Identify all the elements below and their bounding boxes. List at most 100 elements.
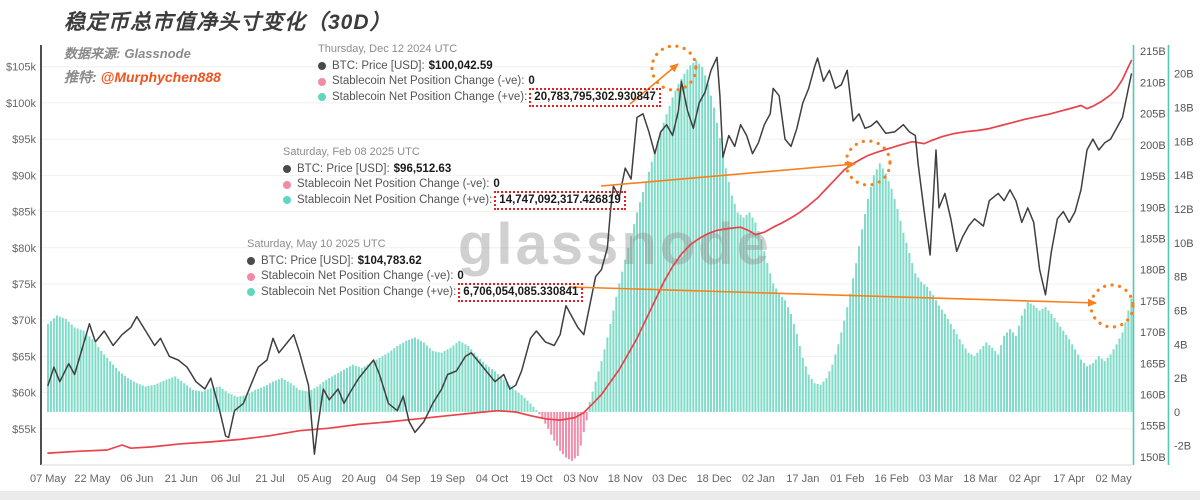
svg-text:170B: 170B (1140, 327, 1166, 339)
svg-text:02 May: 02 May (1096, 473, 1133, 485)
btc-dot-icon (247, 257, 255, 266)
left-axis-labels: $55k $60k $65k $70k $75k $80k $85k $90k $95k $100… (6, 62, 36, 436)
svg-text:$105k: $105k (6, 62, 36, 74)
tooltip-dec-12-2024: Thursday, Dec 12 2024 UTC BTC: Price [US… (318, 42, 661, 107)
svg-text:18 Dec: 18 Dec (697, 473, 732, 485)
axes (0, 45, 1200, 500)
highlighted-value: 20,783,795,302.930847 (529, 87, 661, 107)
btc-price-line (47, 56, 1133, 455)
annotation-circles (650, 44, 1135, 329)
svg-text:175B: 175B (1140, 296, 1166, 308)
svg-text:190B: 190B (1140, 202, 1166, 214)
net-position-bars (47, 60, 1133, 461)
svg-text:180B: 180B (1140, 265, 1166, 277)
svg-text:$95k: $95k (12, 134, 36, 146)
tooltip-row-btc: BTC: Price [USD]: $104,783.62 (247, 254, 583, 270)
svg-text:18 Nov: 18 Nov (608, 473, 643, 485)
positive-dot-icon (247, 288, 255, 297)
tooltip-date: Saturday, Feb 08 2025 UTC (283, 146, 420, 158)
svg-text:$70k: $70k (12, 315, 36, 327)
svg-text:$100k: $100k (6, 98, 36, 110)
svg-text:12B: 12B (1174, 204, 1194, 216)
tooltip-label: Stablecoin Net Position Change (-ve): (261, 270, 454, 282)
negative-dot-icon (283, 180, 291, 189)
btc-dot-icon (318, 62, 326, 71)
svg-text:2B: 2B (1174, 373, 1187, 385)
tooltip-value: $96,512.63 (393, 162, 452, 175)
svg-text:155B: 155B (1140, 421, 1166, 433)
svg-text:04 Oct: 04 Oct (476, 473, 508, 485)
tooltip-row-negative: Stablecoin Net Position Change (-ve): 0 (247, 269, 583, 285)
tooltip-value: 0 (493, 178, 500, 190)
stablecoin-marketcap-line (47, 59, 1133, 454)
tooltip-date: Saturday, May 10 2025 UTC (247, 238, 386, 250)
negative-dot-icon (318, 77, 326, 86)
tooltip-row-btc: BTC: Price [USD]: $96,512.63 (283, 162, 626, 178)
svg-text:21 Jun: 21 Jun (165, 473, 198, 485)
tooltip-row-positive: Stablecoin Net Position Change (+ve): 14… (283, 190, 626, 210)
tooltip-value: 0 (457, 270, 464, 282)
svg-text:16B: 16B (1174, 136, 1194, 148)
right-inner-axis-labels: 150B 155B 160B 165B 170B 175B 180B 185B 190B 195B… (1140, 46, 1166, 464)
svg-text:glassnode: glassnode (458, 212, 772, 277)
twitter-label: 推特: (64, 69, 97, 85)
svg-text:205B: 205B (1140, 109, 1166, 121)
svg-text:02 Apr: 02 Apr (1009, 473, 1041, 485)
svg-text:195B: 195B (1140, 171, 1166, 183)
tooltip-may-10-2025: Saturday, May 10 2025 UTC BTC: Price [US… (247, 237, 584, 302)
svg-text:03 Dec: 03 Dec (652, 473, 687, 485)
svg-text:06 Jul: 06 Jul (211, 473, 240, 485)
svg-text:04 Sep: 04 Sep (386, 473, 421, 485)
svg-text:150B: 150B (1140, 452, 1166, 464)
svg-text:$90k: $90k (12, 170, 36, 182)
svg-text:10B: 10B (1174, 238, 1194, 250)
svg-text:0: 0 (1174, 407, 1180, 419)
svg-text:19 Sep: 19 Sep (430, 473, 465, 485)
tooltip-date: Thursday, Dec 12 2024 UTC (318, 43, 458, 55)
tooltip-row-negative: Stablecoin Net Position Change (-ve): 0 (318, 74, 661, 90)
svg-text:16 Feb: 16 Feb (874, 473, 908, 485)
watermark: glassnode (458, 212, 772, 277)
svg-text:14B: 14B (1174, 170, 1194, 182)
svg-text:160B: 160B (1140, 389, 1166, 401)
svg-text:05 Aug: 05 Aug (297, 473, 331, 485)
positive-dot-icon (283, 196, 291, 205)
tooltip-label: Stablecoin Net Position Change (+ve): (297, 193, 493, 206)
tooltip-label: BTC: Price [USD]: (297, 162, 390, 175)
highlighted-value: 14,747,092,317.426819 (494, 190, 626, 210)
tooltip-label: BTC: Price [USD]: (261, 254, 354, 267)
page-title: 稳定币总市值净头寸变化（30D） (64, 11, 392, 34)
svg-text:$75k: $75k (12, 279, 36, 291)
svg-text:210B: 210B (1140, 77, 1166, 89)
tooltip-label: Stablecoin Net Position Change (-ve): (332, 75, 525, 87)
tooltip-value: $100,042.59 (428, 59, 493, 72)
tooltip-row-positive: Stablecoin Net Position Change (+ve): 20… (318, 87, 661, 107)
negative-dot-icon (247, 272, 255, 281)
svg-text:$85k: $85k (12, 207, 36, 219)
svg-text:07 May: 07 May (30, 473, 67, 485)
right-outer-axis-labels: -2B 0 2B 4B 6B 8B 10B 12B 14B 16B 18B 20B (1174, 69, 1194, 453)
tooltip-feb-08-2025: Saturday, Feb 08 2025 UTC BTC: Price [US… (283, 145, 626, 210)
svg-text:$55k: $55k (12, 424, 36, 436)
svg-text:06 Jun: 06 Jun (120, 473, 153, 485)
tooltip-label: BTC: Price [USD]: (332, 59, 425, 72)
svg-text:17 Apr: 17 Apr (1053, 473, 1085, 485)
svg-text:18B: 18B (1174, 103, 1194, 115)
svg-text:$60k: $60k (12, 388, 36, 400)
svg-text:215B: 215B (1140, 46, 1166, 58)
svg-text:22 May: 22 May (74, 473, 111, 485)
svg-text:02 Jan: 02 Jan (742, 473, 775, 485)
svg-text:03 Mar: 03 Mar (919, 473, 954, 485)
svg-text:$80k: $80k (12, 243, 36, 255)
tooltip-row-negative: Stablecoin Net Position Change (-ve): 0 (283, 177, 626, 193)
twitter-handle: @Murphychen888 (100, 69, 221, 85)
twitter-line: 推特: @Murphychen888 (64, 67, 392, 87)
svg-text:03 Nov: 03 Nov (563, 473, 598, 485)
svg-text:165B: 165B (1140, 358, 1166, 370)
x-axis-labels: 07 May 22 May 06 Jun 21 Jun 06 Jul 21 Jul 05 A… (30, 473, 1132, 485)
annotation-arrows (569, 63, 1097, 307)
svg-text:185B: 185B (1140, 233, 1166, 245)
svg-text:01 Feb: 01 Feb (830, 473, 864, 485)
tooltip-row-positive: Stablecoin Net Position Change (+ve): 6,… (247, 282, 584, 302)
